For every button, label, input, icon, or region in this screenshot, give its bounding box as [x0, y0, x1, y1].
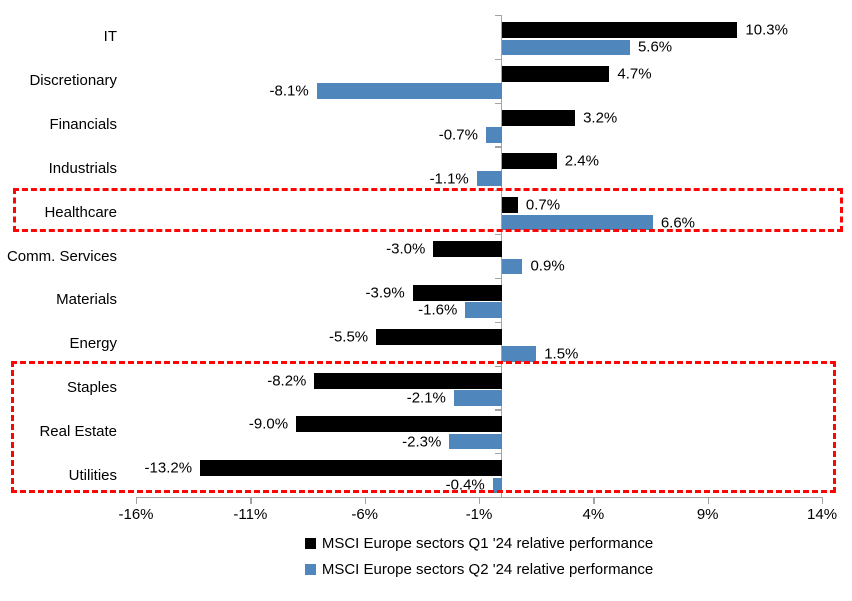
x-tick-label-11: -11% — [233, 506, 268, 523]
category-label-utilities: Utilities — [68, 466, 117, 484]
category-label-comm-services: Comm. Services — [6, 247, 117, 265]
category-label-it: IT — [103, 28, 117, 46]
legend-swatch-q2-icon — [304, 564, 316, 575]
bar-q1-healthcare — [501, 197, 518, 214]
value-label-q2-staples: -2.1% — [406, 389, 446, 407]
y-axis-tick — [495, 277, 501, 280]
category-label-industrials: Industrials — [48, 159, 117, 177]
y-axis-tick — [495, 453, 501, 455]
value-label-q1-financials: 3.2% — [583, 109, 618, 127]
x-axis-tick — [822, 497, 824, 504]
x-axis-line — [136, 497, 822, 499]
x-axis-tick — [593, 497, 595, 504]
x-tick-label-4: 4% — [582, 506, 605, 523]
bar-q2-industrials — [476, 170, 502, 187]
value-label-q2-industrials: -1.1% — [429, 170, 469, 188]
bar-q1-industrials — [501, 153, 557, 170]
bar-q2-healthcare — [501, 214, 653, 231]
y-axis-tick — [495, 234, 501, 236]
bar-q2-utilities — [492, 477, 502, 494]
category-label-financials: Financials — [49, 116, 117, 134]
y-axis-tick — [495, 58, 501, 60]
x-axis-tick — [479, 497, 481, 504]
x-tick-label-14: 14% — [807, 506, 838, 523]
bar-q2-comm-services — [501, 258, 523, 275]
value-label-q2-it: 5.6% — [637, 38, 673, 56]
y-axis-tick — [495, 409, 501, 411]
value-label-q2-comm-services: 0.9% — [530, 257, 565, 275]
bar-q2-energy — [501, 346, 537, 362]
y-axis-tick — [495, 365, 501, 367]
category-label-healthcare: Healthcare — [44, 203, 117, 221]
legend-swatch-q1-icon — [304, 538, 316, 549]
legend-label-q2: MSCI Europe sectors Q2 '24 relative perf… — [321, 561, 654, 578]
value-label-q2-discretionary: -8.1% — [269, 82, 309, 100]
x-tick-label-1: -1% — [465, 506, 493, 523]
legend-item-q2: MSCI Europe sectors Q2 '24 relative perf… — [304, 561, 654, 578]
value-label-q1-industrials: 2.4% — [564, 152, 599, 170]
bar-q2-financials — [485, 127, 502, 143]
bar-q1-it — [501, 22, 738, 38]
value-label-q1-real-estate: -9.0% — [248, 415, 289, 433]
value-label-q1-energy: -5.5% — [328, 328, 369, 346]
y-axis-tick — [495, 321, 501, 323]
bar-q1-utilities — [200, 460, 502, 477]
category-label-energy: Energy — [69, 335, 117, 353]
bar-q1-financials — [501, 109, 576, 126]
x-tick-label-16: -16% — [118, 506, 154, 523]
legend-label-q1: MSCI Europe sectors Q1 '24 relative perf… — [321, 535, 654, 552]
legend: MSCI Europe sectors Q1 '24 relative perf… — [136, 535, 822, 578]
value-label-q2-utilities: -0.4% — [445, 476, 485, 494]
bar-q1-materials — [412, 284, 502, 301]
value-label-q2-energy: 1.5% — [544, 345, 579, 363]
value-label-q2-healthcare: 6.6% — [660, 214, 696, 232]
bar-q2-staples — [453, 390, 502, 406]
bar-q1-comm-services — [433, 241, 502, 258]
bar-q1-real-estate — [296, 416, 502, 433]
legend-item-q1: MSCI Europe sectors Q1 '24 relative perf… — [304, 535, 654, 552]
y-axis-tick — [495, 146, 501, 148]
bar-q2-it — [501, 39, 630, 55]
value-label-q1-healthcare: 0.7% — [525, 196, 561, 214]
x-axis-tick — [136, 497, 138, 504]
category-label-staples: Staples — [66, 378, 117, 396]
category-label-materials: Materials — [56, 291, 117, 309]
bar-q1-energy — [376, 328, 502, 345]
bar-q2-materials — [465, 302, 502, 318]
bar-q1-staples — [314, 372, 502, 389]
value-label-q1-materials: -3.9% — [365, 284, 405, 302]
value-label-q1-staples: -8.2% — [267, 372, 307, 390]
x-axis-tick — [364, 497, 366, 504]
bar-q1-discretionary — [501, 65, 610, 82]
category-label-real-estate: Real Estate — [39, 422, 117, 440]
category-label-discretionary: Discretionary — [29, 72, 117, 90]
bar-q2-discretionary — [316, 83, 502, 99]
x-axis-tick — [250, 497, 252, 504]
bar-q2-real-estate — [449, 433, 502, 450]
x-tick-label-9: 9% — [696, 506, 719, 523]
y-axis-tick — [495, 15, 501, 17]
y-axis-tick — [495, 102, 501, 104]
value-label-q1-utilities: -13.2% — [144, 459, 193, 477]
value-label-q1-it: 10.3% — [745, 21, 788, 39]
value-label-q1-discretionary: 4.7% — [617, 65, 652, 83]
value-label-q2-materials: -1.6% — [418, 301, 458, 319]
value-label-q2-real-estate: -2.3% — [402, 433, 442, 451]
x-axis-tick — [707, 497, 709, 504]
healthcare-highlight — [13, 188, 843, 232]
value-label-q2-financials: -0.7% — [438, 126, 478, 144]
value-label-q1-comm-services: -3.0% — [386, 240, 426, 258]
y-axis-tick — [495, 190, 501, 192]
x-tick-label-6: -6% — [351, 506, 379, 523]
